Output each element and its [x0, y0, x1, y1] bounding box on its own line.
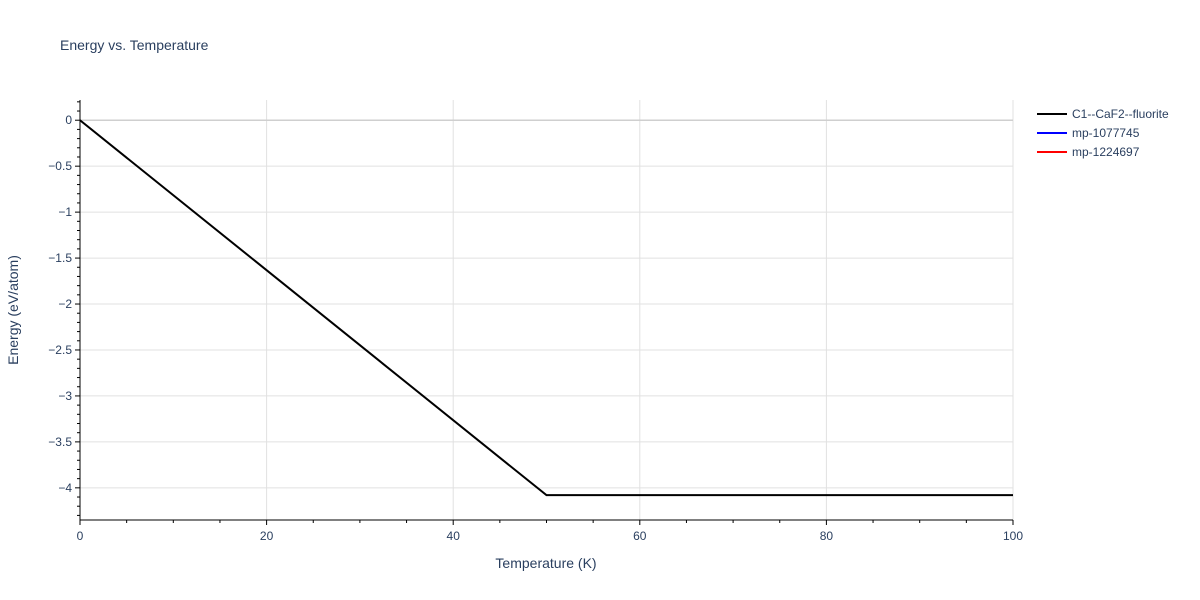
series-line: [79, 119, 1013, 497]
y-tick-label: −0.5: [48, 159, 72, 173]
y-tick-label: −3: [58, 389, 72, 403]
x-tick-label: 80: [820, 529, 834, 543]
ticks-layer: 0 20 40 60 80 100 0 −0.5 −1 −1.5 −2 −2.5 −3 −3.5 −4: [48, 101, 1023, 543]
y-axis-title: Energy (eV/atom): [5, 255, 21, 365]
x-tick-label: 60: [633, 529, 647, 543]
series-layer: [79, 119, 1013, 497]
axes-layer: [79, 100, 1013, 521]
grid-layer: [80, 100, 1014, 520]
y-tick-label: −2: [58, 297, 72, 311]
x-tick-label: 20: [260, 529, 274, 543]
x-tick-label: 40: [447, 529, 461, 543]
legend-label: mp-1077745: [1072, 126, 1140, 140]
y-tick-label: −1.5: [48, 251, 72, 265]
y-tick-label: −1: [58, 205, 72, 219]
y-tick-label: −2.5: [48, 343, 72, 357]
chart-title: Energy vs. Temperature: [60, 37, 209, 53]
x-tick-label: 100: [1003, 529, 1023, 543]
legend-label: mp-1224697: [1072, 145, 1140, 159]
x-axis-title: Temperature (K): [495, 555, 596, 571]
y-tick-label: 0: [65, 113, 72, 127]
y-tick-label: −3.5: [48, 435, 72, 449]
legend-label: C1--CaF2--fluorite: [1072, 107, 1169, 121]
x-tick-label: 0: [77, 529, 84, 543]
y-tick-label: −4: [58, 481, 72, 495]
legend: C1--CaF2--fluorite mp-1077745 mp-1224697: [1037, 107, 1169, 159]
